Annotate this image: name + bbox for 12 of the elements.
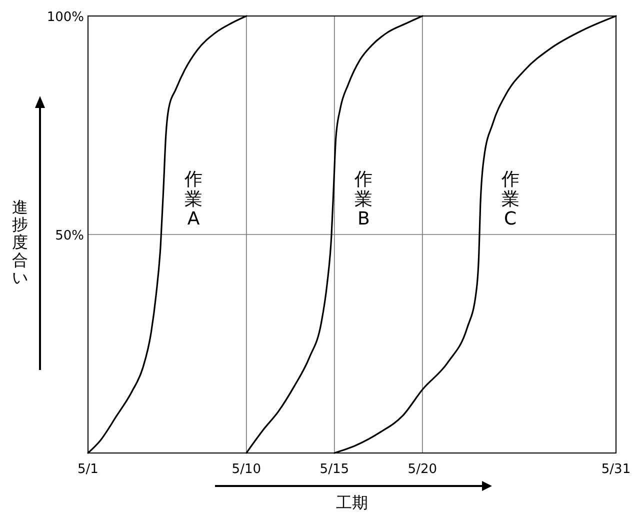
x-tick-label: 5/15 [320,462,349,477]
series-label: 作業C [500,168,520,230]
x-axis-title: 工期 [336,493,368,512]
series-label: 作業A [184,168,203,230]
y-tick-label: 100% [46,10,84,25]
x-tick-label: 5/1 [78,462,98,477]
x-tick-label: 5/31 [601,462,631,477]
y-axis-title: 進捗度合い [12,198,28,287]
y-tick-label: 50% [55,228,84,244]
x-tick-label: 5/20 [408,462,437,477]
x-tick-label: 5/10 [232,462,261,477]
series-label: 作業B [354,168,373,230]
